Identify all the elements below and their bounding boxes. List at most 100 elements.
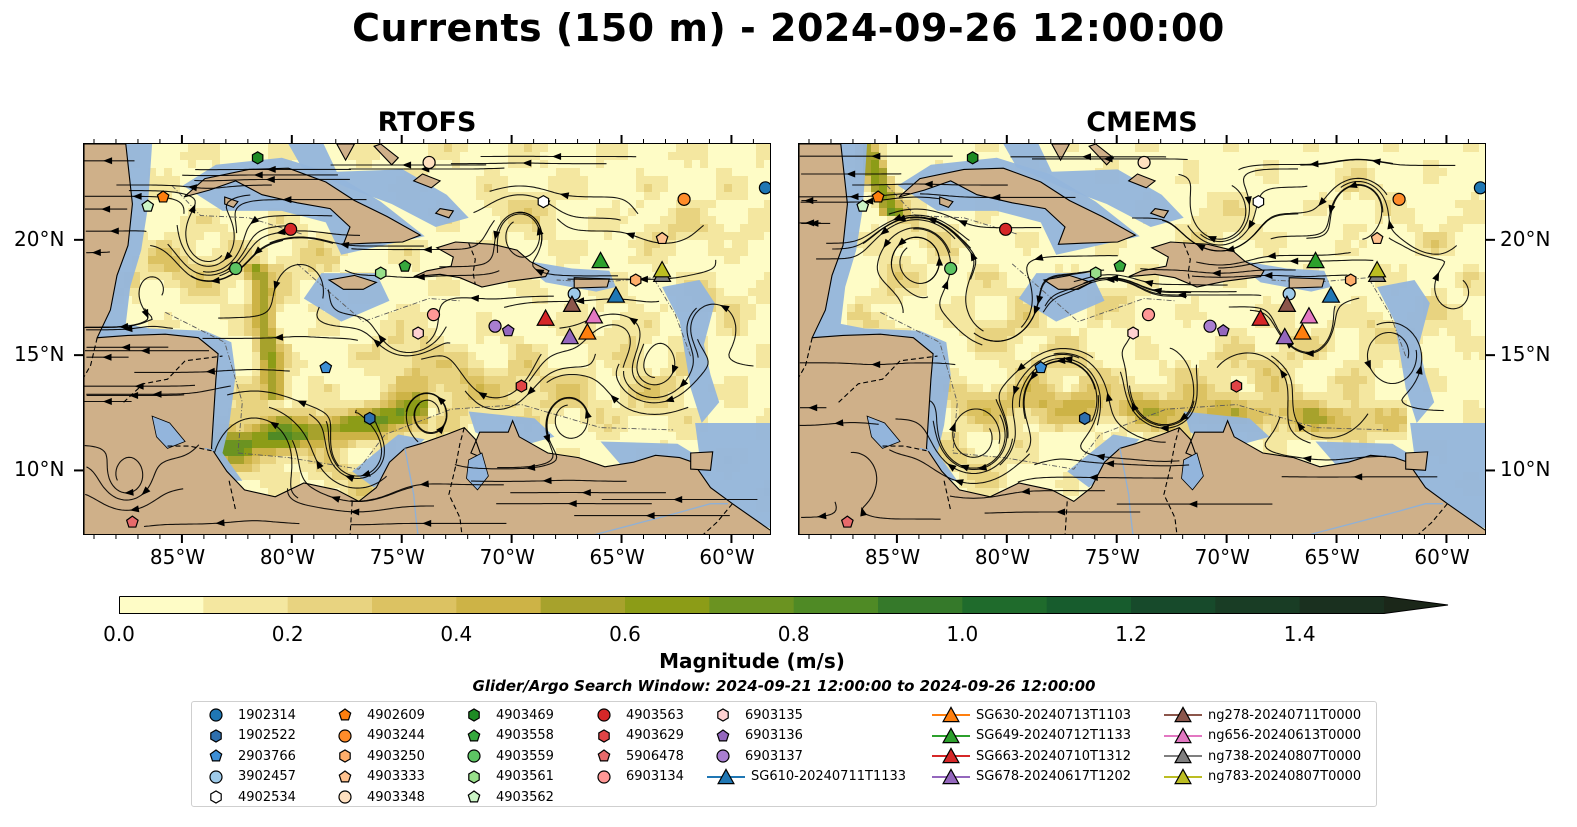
legend-item: 1902314 [200, 705, 296, 725]
marker-4902609[interactable] [871, 190, 885, 203]
colorbar-tick-label: 1.4 [1283, 622, 1316, 646]
marker-6903136[interactable] [501, 324, 515, 337]
legend-label: 4903629 [626, 728, 684, 743]
colorbar-tick-label: 0.4 [440, 622, 473, 646]
marker-3902457[interactable] [1282, 287, 1296, 301]
marker-SG610-20240711T1133[interactable] [1321, 285, 1341, 303]
lon-tick-label: 85°W [864, 545, 921, 569]
marker-1902522[interactable] [363, 411, 376, 426]
marker-4903469[interactable] [251, 151, 264, 165]
marker-SG630-20240713T1103[interactable] [1292, 322, 1312, 340]
marker-4903333[interactable] [655, 231, 669, 245]
marker-4902534[interactable] [537, 194, 550, 209]
legend-marker-icon [1164, 747, 1202, 764]
marker-5906478[interactable] [840, 515, 854, 528]
marker-4903561[interactable] [1089, 266, 1102, 280]
marker-ng783-20240807T0000[interactable] [1367, 260, 1387, 278]
marker-SG678-20240617T1202[interactable] [1275, 327, 1295, 345]
map-panel-rtofs[interactable] [83, 143, 771, 535]
legend-label: 2903766 [238, 748, 296, 764]
marker-1902314[interactable] [758, 181, 771, 195]
legend-marker-icon [210, 790, 222, 804]
legend-marker-icon [597, 749, 611, 762]
marker-SG630-20240713T1103[interactable] [577, 322, 597, 340]
legend-item: 4902609 [329, 705, 425, 725]
marker-ng656-20240613T0000[interactable] [1299, 306, 1319, 324]
marker-2903766[interactable] [319, 360, 333, 374]
marker-2903766[interactable] [1034, 360, 1048, 374]
marker-6903135[interactable] [1127, 326, 1139, 340]
legend-marker-icon [932, 706, 970, 723]
legend-item: ng656-20240613T0000 [1164, 726, 1361, 746]
legend-label: 6903134 [626, 769, 684, 784]
marker-4903348[interactable] [1137, 155, 1151, 170]
marker-ng783-20240807T0000[interactable] [652, 260, 672, 278]
marker-6903135[interactable] [412, 326, 424, 340]
marker-4903469[interactable] [966, 151, 979, 165]
lon-tick-label: 65°W [1304, 545, 1360, 569]
marker-4902534[interactable] [1252, 194, 1265, 209]
marker-SG663-20240710T1312[interactable] [1251, 308, 1271, 326]
marker-4903348[interactable] [422, 155, 436, 170]
marker-4903333[interactable] [1370, 231, 1384, 245]
marker-6903137[interactable] [488, 319, 502, 333]
marker-4903558[interactable] [1113, 259, 1127, 272]
marker-ng278-20240711T0000[interactable] [1277, 294, 1297, 313]
marker-4903250[interactable] [629, 273, 642, 287]
legend-label: 4903333 [367, 769, 425, 784]
legend-marker-icon [467, 790, 481, 803]
colorbar-tick-label: 1.2 [1115, 622, 1147, 646]
marker-6903134[interactable] [1141, 308, 1156, 322]
marker-4903250[interactable] [1344, 273, 1357, 287]
legend-item: SG610-20240711T1133 [707, 767, 906, 787]
marker-4903559[interactable] [944, 261, 958, 276]
legend-item: 4903558 [458, 726, 554, 746]
marker-4903558[interactable] [398, 259, 412, 272]
map-panel-cmems[interactable] [798, 143, 1486, 535]
legend-label: 4902609 [367, 707, 425, 723]
marker-4903563[interactable] [999, 222, 1013, 236]
marker-SG663-20240710T1312[interactable] [536, 308, 556, 326]
legend-item: 6903137 [707, 746, 803, 766]
legend-item: SG663-20240710T1312 [932, 746, 1131, 766]
panel-title-rtofs: RTOFS [377, 107, 477, 138]
marker-SG610-20240711T1133[interactable] [606, 285, 626, 303]
marker-4903629[interactable] [515, 379, 528, 393]
marker-4903629[interactable] [1230, 379, 1243, 393]
marker-6903136[interactable] [1216, 324, 1230, 337]
legend-marker-icon [210, 728, 222, 743]
marker-4903562[interactable] [856, 199, 870, 212]
platform-legend: 1902314 1902522 2903766 3902457 4902534 49026… [191, 701, 1377, 807]
legend-item: 1902522 [200, 726, 296, 746]
legend-label: SG649-20240712T1133 [976, 728, 1132, 743]
legend-item: 6903135 [707, 705, 803, 725]
legend-label: 4903558 [496, 728, 554, 743]
legend-label: 4902534 [238, 789, 296, 805]
legend-label: 4903244 [367, 728, 425, 743]
marker-6903137[interactable] [1203, 319, 1217, 333]
marker-6903134[interactable] [426, 308, 441, 322]
lat-tick-label: 15°N [14, 342, 65, 367]
marker-SG649-20240712T1133[interactable] [1306, 251, 1325, 269]
legend-item: 4902534 [200, 787, 296, 807]
marker-5906478[interactable] [125, 515, 139, 528]
marker-SG678-20240617T1202[interactable] [560, 327, 580, 345]
marker-SG649-20240712T1133[interactable] [591, 251, 610, 269]
legend-item: SG678-20240617T1202 [932, 767, 1131, 787]
marker-1902314[interactable] [1473, 181, 1486, 195]
marker-4903561[interactable] [374, 266, 387, 280]
marker-1902522[interactable] [1078, 411, 1091, 426]
marker-ng656-20240613T0000[interactable] [584, 306, 604, 324]
lon-tick-label: 60°W [699, 545, 755, 569]
marker-4902609[interactable] [156, 190, 170, 203]
marker-4903563[interactable] [284, 222, 298, 236]
marker-4903559[interactable] [229, 261, 243, 276]
legend-item: 2903766 [200, 746, 296, 766]
marker-3902457[interactable] [567, 287, 581, 301]
marker-4903244[interactable] [677, 192, 691, 206]
marker-ng278-20240711T0000[interactable] [562, 294, 582, 313]
marker-4903244[interactable] [1392, 192, 1406, 206]
marker-4903562[interactable] [141, 199, 155, 212]
legend-item: 4903562 [458, 787, 554, 807]
legend-label: 4903563 [626, 707, 684, 723]
